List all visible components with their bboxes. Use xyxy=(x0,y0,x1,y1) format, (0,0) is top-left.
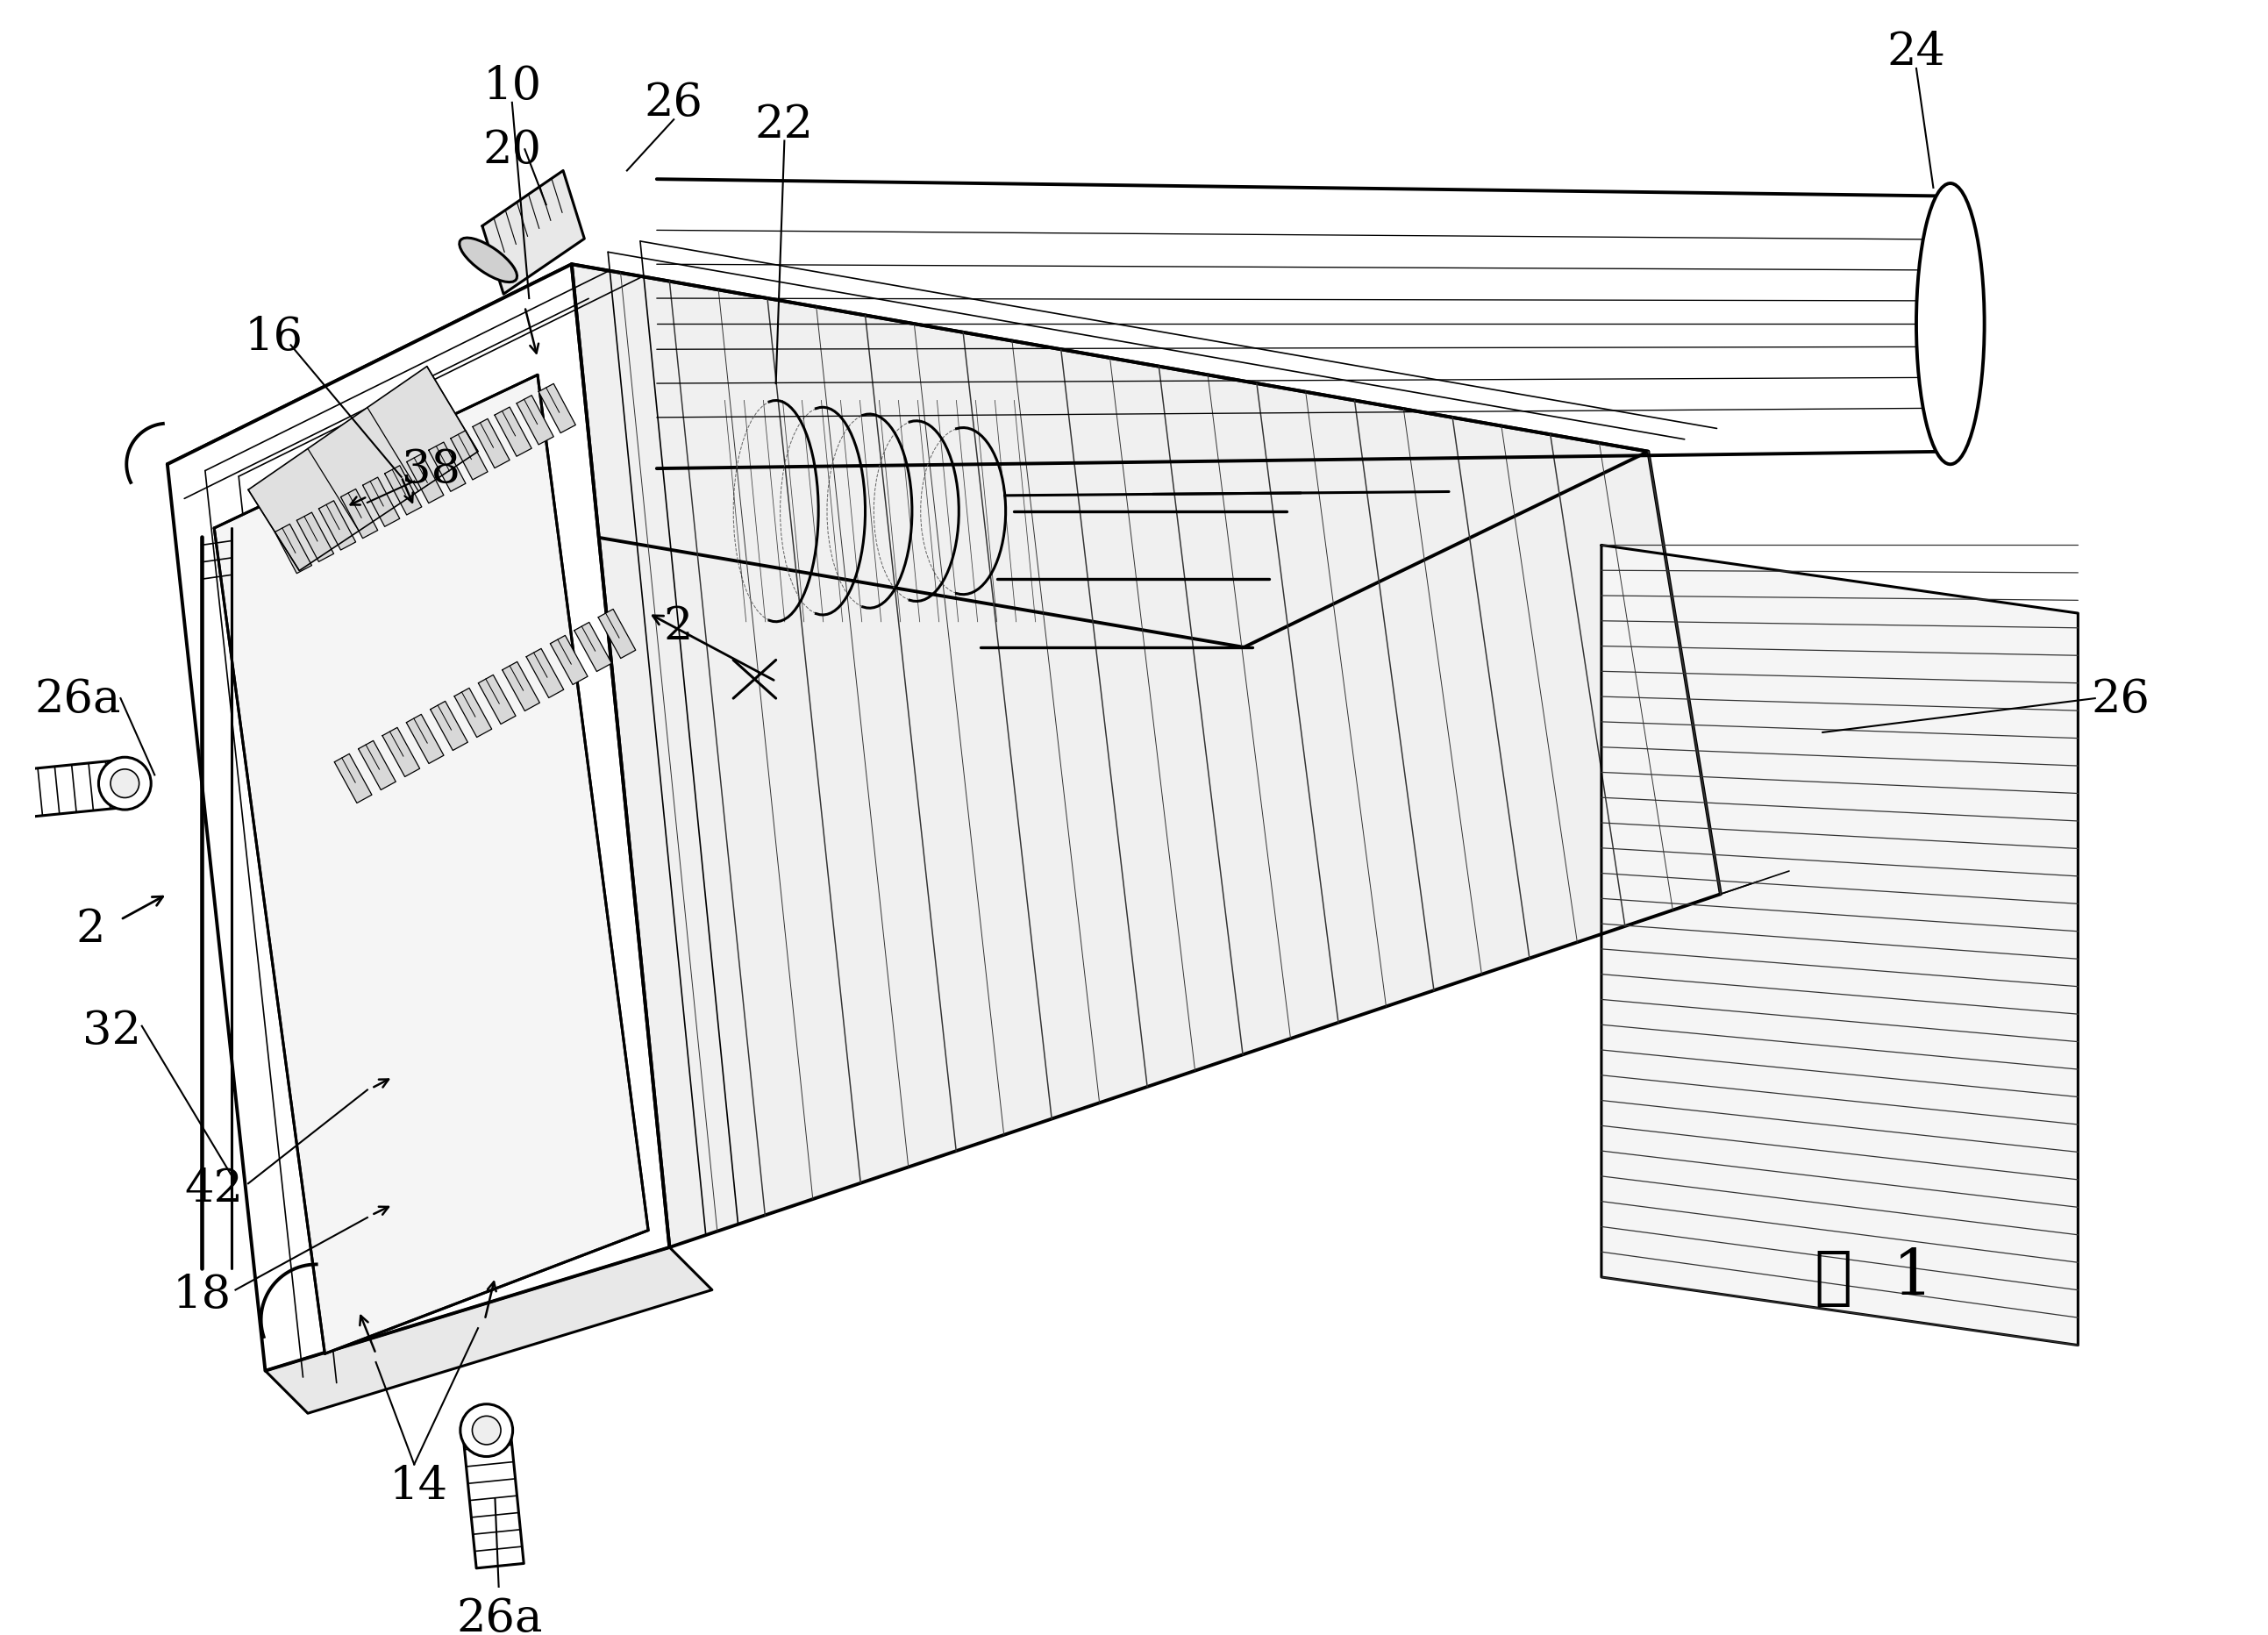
Ellipse shape xyxy=(460,239,517,283)
Polygon shape xyxy=(333,754,372,803)
Polygon shape xyxy=(454,688,492,737)
Text: 22: 22 xyxy=(755,103,814,147)
Circle shape xyxy=(460,1404,513,1457)
Polygon shape xyxy=(297,513,333,562)
Text: 24: 24 xyxy=(1887,29,1946,75)
Polygon shape xyxy=(479,675,515,724)
Circle shape xyxy=(98,757,152,809)
Polygon shape xyxy=(363,477,399,526)
Polygon shape xyxy=(213,376,649,1354)
Text: 26a: 26a xyxy=(456,1596,542,1635)
Polygon shape xyxy=(265,1248,712,1413)
Polygon shape xyxy=(574,623,612,672)
Polygon shape xyxy=(463,1427,524,1568)
Text: 2: 2 xyxy=(77,906,107,952)
Polygon shape xyxy=(472,420,510,469)
Circle shape xyxy=(111,770,138,798)
Polygon shape xyxy=(451,432,488,481)
Polygon shape xyxy=(483,172,585,294)
Polygon shape xyxy=(247,366,479,571)
Text: 26a: 26a xyxy=(34,677,120,721)
Text: 18: 18 xyxy=(172,1272,231,1316)
Polygon shape xyxy=(538,384,576,433)
Circle shape xyxy=(472,1416,501,1445)
Polygon shape xyxy=(383,728,420,777)
Polygon shape xyxy=(1601,546,2077,1346)
Polygon shape xyxy=(358,741,397,790)
Text: 38: 38 xyxy=(401,446,460,492)
Text: 26: 26 xyxy=(644,82,703,126)
Text: 14: 14 xyxy=(390,1463,447,1507)
Polygon shape xyxy=(501,662,540,711)
Text: 26: 26 xyxy=(2091,677,2150,721)
Polygon shape xyxy=(551,636,587,685)
Polygon shape xyxy=(168,265,669,1370)
Polygon shape xyxy=(274,525,311,574)
Polygon shape xyxy=(406,714,445,764)
Text: 10: 10 xyxy=(483,64,542,108)
Text: 图  1: 图 1 xyxy=(1814,1246,1932,1308)
Text: 2: 2 xyxy=(662,605,692,649)
Polygon shape xyxy=(494,407,531,458)
Text: 42: 42 xyxy=(184,1166,243,1210)
Polygon shape xyxy=(431,701,467,750)
Polygon shape xyxy=(599,610,635,659)
Text: 20: 20 xyxy=(483,128,542,172)
Polygon shape xyxy=(406,455,445,504)
Text: 32: 32 xyxy=(82,1009,141,1053)
Polygon shape xyxy=(386,466,422,515)
Polygon shape xyxy=(168,265,1649,647)
Ellipse shape xyxy=(1916,185,1984,464)
Polygon shape xyxy=(0,760,127,821)
Polygon shape xyxy=(340,489,379,540)
Polygon shape xyxy=(526,649,565,698)
Polygon shape xyxy=(517,396,553,445)
Polygon shape xyxy=(572,265,1721,1248)
Polygon shape xyxy=(320,502,356,551)
Text: 16: 16 xyxy=(245,316,304,360)
Polygon shape xyxy=(429,443,465,492)
